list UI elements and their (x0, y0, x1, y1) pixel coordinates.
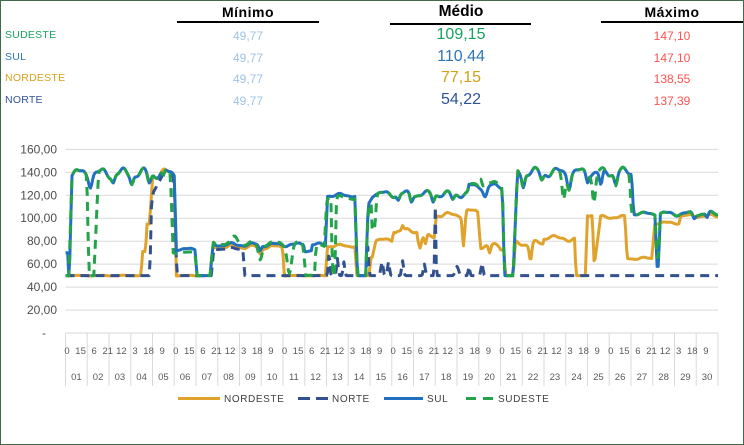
svg-text:6: 6 (635, 346, 640, 357)
svg-text:6: 6 (309, 346, 314, 357)
svg-text:28: 28 (658, 372, 669, 383)
svg-text:15: 15 (293, 346, 304, 357)
svg-text:18: 18 (441, 372, 452, 383)
svg-text:16: 16 (397, 372, 408, 383)
svg-text:9: 9 (486, 346, 491, 357)
svg-text:17: 17 (419, 372, 430, 383)
svg-text:6: 6 (200, 346, 205, 357)
svg-text:12: 12 (310, 372, 321, 383)
svg-text:9: 9 (377, 346, 382, 357)
svg-text:15: 15 (376, 372, 387, 383)
svg-text:12: 12 (334, 346, 345, 357)
svg-text:40,00: 40,00 (27, 280, 57, 294)
svg-text:03: 03 (115, 372, 126, 383)
svg-text:NORDESTE: NORDESTE (224, 394, 284, 405)
svg-text:07: 07 (202, 372, 213, 383)
svg-text:0: 0 (64, 346, 69, 357)
svg-text:20,00: 20,00 (27, 303, 57, 317)
svg-text:SUDESTE: SUDESTE (498, 394, 549, 405)
svg-text:29: 29 (680, 372, 691, 383)
svg-text:20: 20 (484, 372, 495, 383)
svg-text:18: 18 (143, 346, 154, 357)
svg-text:3: 3 (676, 346, 681, 357)
svg-text:3: 3 (350, 346, 355, 357)
svg-text:18: 18 (470, 346, 481, 357)
svg-text:3: 3 (459, 346, 464, 357)
svg-text:15: 15 (402, 346, 413, 357)
svg-text:3: 3 (567, 346, 572, 357)
svg-text:12: 12 (116, 346, 127, 357)
svg-text:0: 0 (173, 346, 178, 357)
svg-text:21: 21 (103, 346, 114, 357)
svg-text:01: 01 (71, 372, 82, 383)
svg-text:160,00: 160,00 (20, 142, 57, 156)
svg-text:13: 13 (332, 372, 343, 383)
svg-text:22: 22 (528, 372, 539, 383)
svg-text:21: 21 (646, 346, 657, 357)
svg-text:0: 0 (499, 346, 504, 357)
svg-text:21: 21 (320, 346, 331, 357)
svg-text:15: 15 (75, 346, 86, 357)
svg-text:04: 04 (136, 372, 147, 383)
svg-text:15: 15 (619, 346, 630, 357)
svg-text:3: 3 (132, 346, 137, 357)
svg-text:100,00: 100,00 (20, 211, 57, 225)
svg-text:9: 9 (268, 346, 273, 357)
svg-text:6: 6 (92, 346, 97, 357)
svg-text:120,00: 120,00 (20, 188, 57, 202)
svg-text:18: 18 (578, 346, 589, 357)
svg-text:06: 06 (180, 372, 191, 383)
svg-text:18: 18 (361, 346, 372, 357)
svg-text:6: 6 (527, 346, 532, 357)
svg-text:140,00: 140,00 (20, 165, 57, 179)
svg-text:60,00: 60,00 (27, 257, 57, 271)
svg-text:NORTE: NORTE (332, 394, 370, 405)
svg-text:9: 9 (160, 346, 165, 357)
svg-text:15: 15 (184, 346, 195, 357)
svg-text:09: 09 (245, 372, 256, 383)
svg-text:21: 21 (429, 346, 440, 357)
svg-text:9: 9 (595, 346, 600, 357)
svg-text:18: 18 (687, 346, 698, 357)
svg-text:12: 12 (660, 346, 671, 357)
svg-text:24: 24 (571, 372, 582, 383)
svg-text:12: 12 (551, 346, 562, 357)
svg-text:80,00: 80,00 (27, 234, 57, 248)
svg-text:26: 26 (615, 372, 626, 383)
svg-text:30: 30 (702, 372, 713, 383)
svg-text:15: 15 (510, 346, 521, 357)
svg-text:21: 21 (211, 346, 222, 357)
svg-text:25: 25 (593, 372, 604, 383)
svg-text:27: 27 (637, 372, 648, 383)
svg-text:0: 0 (608, 346, 613, 357)
svg-text:21: 21 (538, 346, 549, 357)
svg-text:0: 0 (282, 346, 287, 357)
svg-text:12: 12 (225, 346, 236, 357)
svg-text:6: 6 (418, 346, 423, 357)
svg-text:05: 05 (158, 372, 169, 383)
svg-text:-: - (42, 326, 46, 340)
svg-text:3: 3 (241, 346, 246, 357)
svg-text:14: 14 (354, 372, 365, 383)
svg-text:08: 08 (223, 372, 234, 383)
svg-text:11: 11 (289, 372, 299, 383)
svg-text:12: 12 (442, 346, 453, 357)
svg-text:SUL: SUL (427, 394, 448, 405)
svg-text:0: 0 (391, 346, 396, 357)
svg-text:19: 19 (463, 372, 474, 383)
svg-text:18: 18 (252, 346, 263, 357)
svg-text:9: 9 (703, 346, 708, 357)
svg-text:02: 02 (93, 372, 104, 383)
svg-text:10: 10 (267, 372, 278, 383)
svg-text:23: 23 (550, 372, 561, 383)
svg-text:21: 21 (506, 372, 517, 383)
